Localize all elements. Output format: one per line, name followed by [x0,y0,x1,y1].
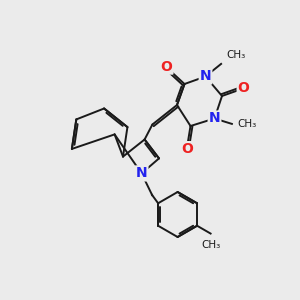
Text: CH₃: CH₃ [226,50,246,60]
Text: CH₃: CH₃ [201,240,220,250]
Text: O: O [182,142,194,156]
Text: N: N [200,70,211,83]
Text: N: N [209,112,220,125]
Text: N: N [136,167,147,180]
Text: O: O [238,81,250,95]
Text: O: O [160,60,172,74]
Text: CH₃: CH₃ [237,119,256,129]
